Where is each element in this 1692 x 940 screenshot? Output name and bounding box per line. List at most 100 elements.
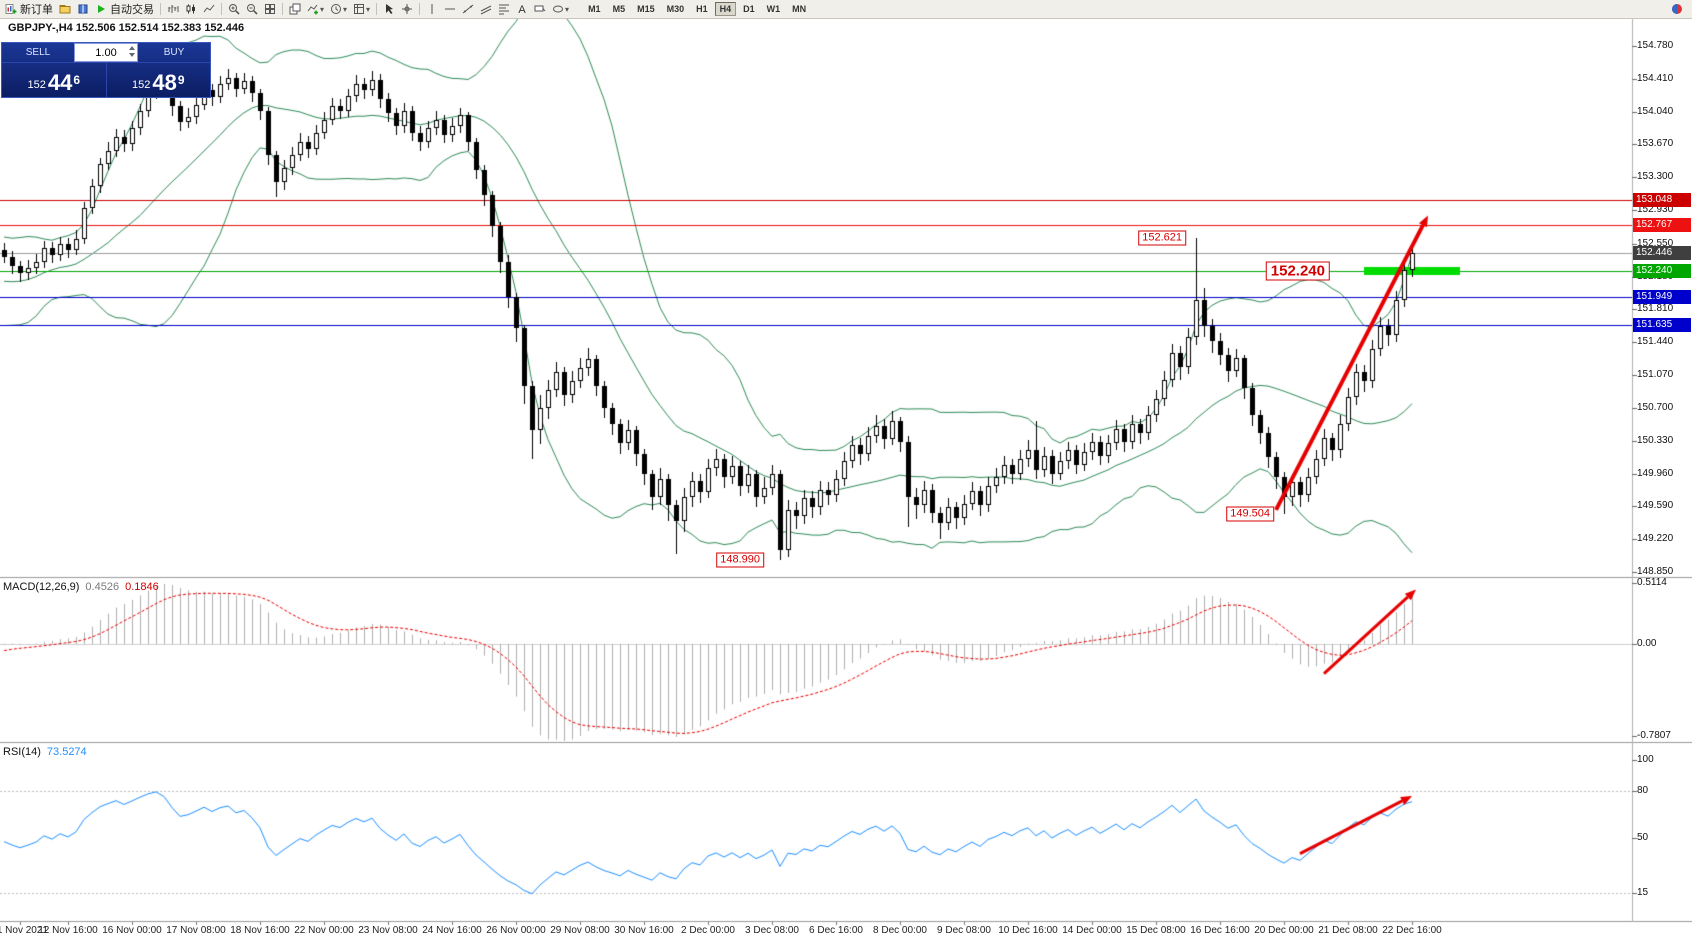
bars-icon [167,3,179,15]
volume-spinner[interactable] [129,46,135,57]
buy-header[interactable]: BUY [138,43,210,62]
sell-button[interactable]: 152 44 6 [2,63,107,97]
volume-input[interactable]: 1.00 [74,43,138,62]
price-callout[interactable]: 152.240 [1265,261,1330,281]
macd-label: MACD(12,26,9) 0.4526 0.1846 [3,581,159,593]
dropdown-arrow-icon: ▾ [366,4,371,14]
timeframe-m30[interactable]: M30 [666,4,685,14]
indicators-button[interactable]: ▾ [304,1,327,17]
timeframe-d1[interactable]: D1 [743,4,755,14]
candles-icon [185,3,197,15]
buy-price-sup: 9 [177,73,185,87]
zoom-out-icon [246,3,258,15]
sell-header[interactable]: SELL [2,43,74,62]
price-callout[interactable]: 148.990 [716,552,764,568]
zoom-out-button[interactable] [243,1,261,17]
timeframe-h4[interactable]: H4 [714,2,737,16]
toolbar-separator [419,3,421,15]
symbol-ohlc-line: GBPJPY-,H4 152.506 152.514 152.383 152.4… [8,22,245,34]
text-button[interactable]: A [513,1,531,17]
timeframe-m15[interactable]: M15 [637,4,655,14]
sell-price-prefix: 152 [27,79,46,91]
play-icon [95,3,107,15]
label-icon [534,3,546,15]
templates-button[interactable]: ▾ [350,1,373,17]
dropdown-arrow-icon: ▾ [320,4,325,14]
zoom-in-button[interactable] [225,1,243,17]
profiles-button[interactable] [56,1,74,17]
community-button[interactable] [1668,1,1686,17]
toolbar: 新订单 自动交易 ▾ ▾ ▾ A ▾ M1 M5 M15 M30 H1 H4 D1 W1 MN [0,0,1692,19]
fibo-icon [498,3,510,15]
macd-value-signal: 0.1846 [125,581,159,593]
timeframe-m5[interactable]: M5 [612,4,626,14]
text-label-button[interactable] [531,1,549,17]
macd-name: MACD(12,26,9) [3,581,80,593]
macd-value-main: 0.4526 [85,581,120,593]
vertical-line-button[interactable] [423,1,441,17]
new-order-icon [5,3,17,15]
clock-icon [330,3,342,15]
rsi-value: 73.5274 [46,746,87,758]
channel-icon [480,3,492,15]
toolbar-separator [221,3,222,15]
timeframe-w1[interactable]: W1 [766,4,781,14]
grid-icon [264,3,276,15]
timeframe-mn[interactable]: MN [792,4,807,14]
fibonacci-button[interactable] [495,1,513,17]
new-order-button[interactable]: 新订单 [2,1,56,17]
spinner-up-icon[interactable] [129,46,135,50]
timeframe-m1[interactable]: M1 [588,4,601,14]
sell-price-sup: 6 [73,73,81,87]
cursor-button[interactable] [380,1,398,17]
horizontal-line-button[interactable] [441,1,459,17]
hline-icon [444,3,456,15]
buy-button[interactable]: 152 48 9 [107,63,211,97]
price-callout[interactable]: 152.621 [1138,230,1186,245]
indicator-plus-icon [307,3,319,15]
shapes-icon [552,3,564,15]
buy-label: BUY [163,47,185,58]
line-icon [203,3,215,15]
zoom-in-icon [228,3,240,15]
autotrading-label: 自动交易 [110,4,154,16]
timeframe-group: M1 M5 M15 M30 H1 H4 D1 W1 MN [582,2,812,16]
vline-icon [426,3,438,15]
dropdown-arrow-icon: ▾ [343,4,348,14]
textA-icon: A [516,3,528,15]
spinner-down-icon[interactable] [129,53,135,57]
tile-windows-button[interactable] [261,1,279,17]
new-order-label: 新订单 [20,4,53,16]
tline-icon [462,3,474,15]
bar-chart-button[interactable] [164,1,182,17]
dropdown-arrow-icon: ▾ [565,4,570,14]
book-icon [77,3,89,15]
market-watch-button[interactable] [74,1,92,17]
autotrading-button[interactable]: 自动交易 [92,1,157,17]
svg-text:A: A [518,4,526,15]
timeframe-h1[interactable]: H1 [696,4,708,14]
rsi-name: RSI(14) [3,746,41,758]
crosshair-icon [401,3,413,15]
candle-chart-button[interactable] [182,1,200,17]
volume-value: 1.00 [95,46,117,59]
shapes-button[interactable]: ▾ [549,1,572,17]
line-chart-button[interactable] [200,1,218,17]
template-icon [353,3,365,15]
cursor-icon [383,3,395,15]
toolbar-separator [282,3,283,15]
sell-price-big: 44 [47,70,73,95]
periods-button[interactable]: ▾ [327,1,350,17]
sell-label: SELL [25,47,51,58]
price-callout[interactable]: 149.504 [1226,506,1274,522]
arrange-icon [289,3,301,15]
equidistant-channel-button[interactable] [477,1,495,17]
buy-price-big: 48 [152,70,177,95]
folder-icon [59,3,71,15]
auto-arrange-button[interactable] [286,1,304,17]
toolbar-separator [376,3,378,15]
trendline-button[interactable] [459,1,477,17]
crosshair-button[interactable] [398,1,416,17]
